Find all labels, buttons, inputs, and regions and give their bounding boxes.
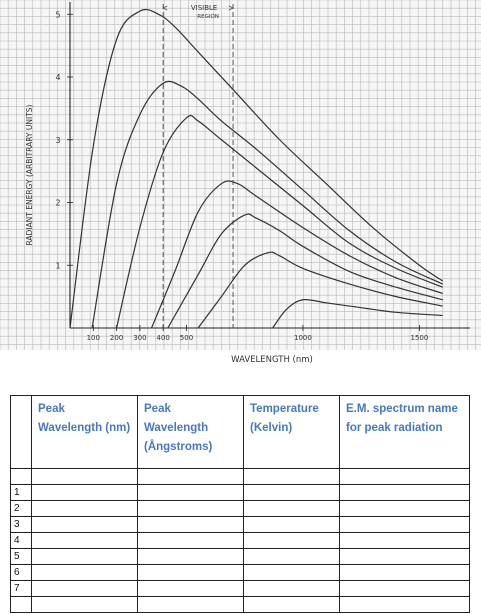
x-tick-label: 100 [87, 334, 100, 342]
table-cell [137, 500, 244, 517]
table-cell [137, 532, 244, 549]
y-axis-label: RADIANT ENERGY (ARBITRARY UNITS) [25, 104, 34, 245]
table-cell [137, 484, 244, 501]
series-curve-6 [197, 251, 443, 329]
table-cell [31, 484, 138, 501]
table-cell [339, 548, 470, 565]
table-cell [137, 580, 244, 597]
table-cell [339, 516, 470, 533]
graph-paper [0, 0, 481, 350]
series-curve-5 [167, 213, 443, 329]
header-peak-wavelength-angstroms: Peak Wavelength (Ångstroms) [137, 395, 244, 469]
visible-region-arrows [162, 5, 234, 11]
series-curve-1 [69, 8, 444, 329]
table-cell [339, 484, 470, 501]
table-cell [31, 564, 138, 581]
row-index: 1 [10, 484, 32, 501]
table-cell [31, 468, 138, 485]
header-temperature: Temperature (Kelvin) [243, 395, 340, 469]
header-index [10, 395, 32, 469]
table-cell [137, 564, 244, 581]
table-header-row: Peak Wavelength (nm) Peak Wavelength (Ån… [10, 395, 470, 469]
row-index: 2 [10, 500, 32, 517]
x-tick-label: 300 [133, 334, 146, 342]
series-curve-3 [116, 114, 443, 329]
table-cell [31, 532, 138, 549]
table-cell [339, 580, 470, 597]
table-cell [137, 516, 244, 533]
row-index: 4 [10, 532, 32, 549]
table-cell [339, 532, 470, 549]
table-cell [31, 596, 138, 613]
series-curve-4 [150, 180, 443, 329]
table-cell [243, 500, 340, 517]
table-cell [243, 580, 340, 597]
table-cell [243, 516, 340, 533]
table-row: 4 [10, 532, 470, 549]
row-index [10, 596, 32, 613]
row-index [10, 468, 32, 485]
chart-axes [69, 2, 470, 329]
y-tick-label: 3 [55, 136, 60, 145]
table-row: 5 [10, 548, 470, 565]
table-cell [31, 580, 138, 597]
table-cell [243, 532, 340, 549]
x-tick-label: 1000 [294, 334, 312, 342]
chart-series [69, 8, 444, 329]
table-cell [339, 564, 470, 581]
table-cell [137, 548, 244, 565]
table-row: 6 [10, 564, 470, 581]
y-tick-label: 5 [55, 10, 60, 19]
table-cell [31, 516, 138, 533]
table-cell [243, 484, 340, 501]
series-curve-7 [272, 298, 443, 329]
table-spacer-row [10, 596, 470, 613]
y-tick-label: 1 [55, 261, 60, 270]
table-row: 2 [10, 500, 470, 517]
table-spacer-row [10, 468, 470, 485]
x-tick-label: 200 [110, 334, 123, 342]
row-index: 7 [10, 580, 32, 597]
table-cell [243, 564, 340, 581]
table-cell [339, 468, 470, 485]
table-cell [243, 596, 340, 613]
table-cell [339, 500, 470, 517]
header-em-spectrum-name: E.M. spectrum name for peak radiation [339, 395, 470, 469]
data-table: Peak Wavelength (nm) Peak Wavelength (Ån… [10, 395, 470, 613]
visible-region-sublabel: REGION [197, 14, 219, 20]
table-cell [31, 500, 138, 517]
header-peak-wavelength-nm: Peak Wavelength (nm) [31, 395, 138, 469]
row-index: 3 [10, 516, 32, 533]
y-tick-label: 4 [55, 73, 60, 82]
table-cell [31, 548, 138, 565]
visible-region-label: VISIBLE [191, 4, 218, 12]
table-row: 7 [10, 580, 470, 597]
row-index: 6 [10, 564, 32, 581]
x-tick-label: 500 [180, 334, 193, 342]
chart-tick-labels: 100 200 300 400 500 1000 1500 1 2 3 4 5 [55, 10, 428, 342]
x-tick-label: 400 [156, 334, 169, 342]
table-cell [243, 468, 340, 485]
table-row: 3 [10, 516, 470, 533]
table-cell [339, 596, 470, 613]
table-row: 1 [10, 484, 470, 501]
table-cell [243, 548, 340, 565]
table-cell [137, 596, 244, 613]
y-tick-label: 2 [55, 199, 60, 208]
table-cell [137, 468, 244, 485]
chart-grid [0, 0, 481, 350]
visible-region-markers: VISIBLE REGION [162, 4, 234, 328]
x-tick-label: 1500 [410, 334, 428, 342]
blackbody-chart: VISIBLE REGION 100 200 300 400 500 1000 1500 1 2 3… [0, 0, 481, 365]
series-curve-2 [91, 80, 443, 329]
row-index: 5 [10, 548, 32, 565]
x-axis-label: WAVELENGTH (nm) [231, 355, 313, 365]
